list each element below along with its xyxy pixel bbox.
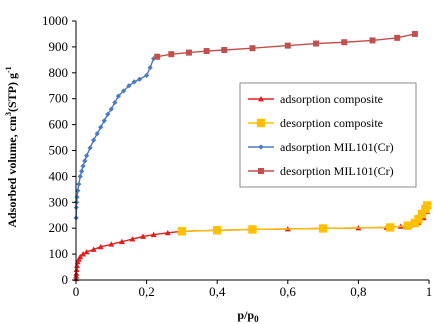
data-point — [414, 214, 423, 224]
data-point — [108, 106, 114, 112]
series-0 — [73, 54, 160, 221]
data-point — [74, 194, 80, 200]
data-point — [403, 221, 413, 230]
data-point — [80, 251, 87, 257]
series-line — [75, 211, 428, 279]
y-axis-title: Adsorbed volume, cm3(STP) g-1 — [4, 66, 19, 227]
y-tick-label: 600 — [49, 117, 69, 132]
y-tick-label: 500 — [49, 143, 69, 158]
data-point — [101, 118, 107, 124]
y-tick-label: 700 — [49, 91, 69, 106]
y-tick-label: 100 — [49, 246, 69, 261]
data-point — [248, 225, 257, 234]
data-point — [129, 236, 136, 242]
data-point — [213, 226, 222, 235]
data-point — [369, 37, 376, 44]
data-point — [140, 233, 147, 239]
x-axis-title: p/p0 — [237, 308, 259, 324]
tick-labels: 0 100 200 300 400 500 600 700 800 900 1000 0 0,2 0,4 0… — [42, 13, 432, 299]
series-3 — [177, 201, 432, 236]
data-point — [118, 238, 125, 245]
data-point — [105, 111, 111, 117]
y-tick-label: 200 — [49, 220, 69, 235]
y-tick-label: 400 — [49, 168, 69, 183]
data-point — [221, 47, 228, 54]
data-point — [131, 79, 137, 85]
data-point — [249, 45, 256, 52]
y-tick-label: 0 — [62, 272, 69, 287]
legend-label: desorption composite — [280, 116, 383, 130]
data-point — [126, 83, 132, 89]
series-2 — [73, 208, 431, 282]
data-point — [385, 223, 395, 232]
data-point — [394, 34, 401, 41]
data-point — [284, 42, 291, 49]
data-point — [77, 173, 83, 179]
data-point — [313, 40, 320, 47]
x-tick-label: 1 — [426, 284, 433, 299]
data-point — [147, 65, 153, 71]
data-point — [91, 137, 97, 143]
data-point — [97, 243, 104, 250]
data-point — [341, 39, 348, 46]
x-tick-label: 0,8 — [350, 284, 366, 299]
legend-label: desorption MIL101(Cr) — [280, 164, 394, 178]
data-point — [82, 158, 88, 164]
data-point — [79, 168, 85, 174]
y-tick-label: 900 — [49, 39, 69, 54]
data-point — [83, 249, 90, 255]
legend-swatch-marker — [258, 144, 264, 150]
y-tick-label: 1000 — [42, 13, 68, 28]
x-tick-label: 0,2 — [138, 284, 154, 299]
series-layer — [73, 30, 432, 282]
data-point — [121, 88, 127, 94]
data-point — [73, 266, 80, 273]
axes — [72, 20, 430, 284]
data-point — [203, 48, 210, 55]
x-tick-label: 0 — [73, 284, 80, 299]
data-point — [164, 229, 171, 236]
data-point — [168, 51, 175, 58]
data-point — [94, 131, 100, 137]
data-point — [411, 30, 418, 37]
y-tick-label: 300 — [49, 194, 69, 209]
data-point — [177, 227, 187, 236]
x-tick-label: 0,4 — [209, 284, 226, 299]
data-point — [115, 93, 121, 99]
data-point — [90, 246, 97, 252]
data-point — [83, 153, 90, 159]
data-point — [108, 241, 115, 247]
legend-label: adsorption MIL101(Cr) — [280, 140, 394, 154]
legend: adsorption composite desorption composite… — [239, 82, 417, 188]
legend-label: adsorption composite — [280, 92, 383, 106]
y-tick-label: 800 — [49, 65, 69, 80]
data-point — [423, 201, 432, 210]
legend-swatch-marker — [258, 168, 264, 174]
data-point — [185, 49, 192, 56]
data-point — [144, 72, 150, 78]
x-tick-label: 0,6 — [280, 284, 297, 299]
data-point — [80, 163, 86, 169]
data-point — [74, 199, 80, 205]
data-point — [150, 231, 157, 238]
data-point — [87, 145, 93, 151]
data-point — [76, 181, 82, 187]
data-point — [112, 99, 118, 106]
data-point — [154, 53, 161, 60]
legend-box — [239, 82, 417, 188]
data-point — [98, 124, 104, 130]
legend-swatch-marker — [256, 118, 266, 128]
series-line — [75, 56, 158, 218]
data-point — [318, 224, 328, 233]
data-point — [417, 209, 427, 219]
legend-swatch-marker — [258, 96, 264, 102]
series-1 — [154, 30, 418, 60]
data-point — [136, 76, 143, 82]
